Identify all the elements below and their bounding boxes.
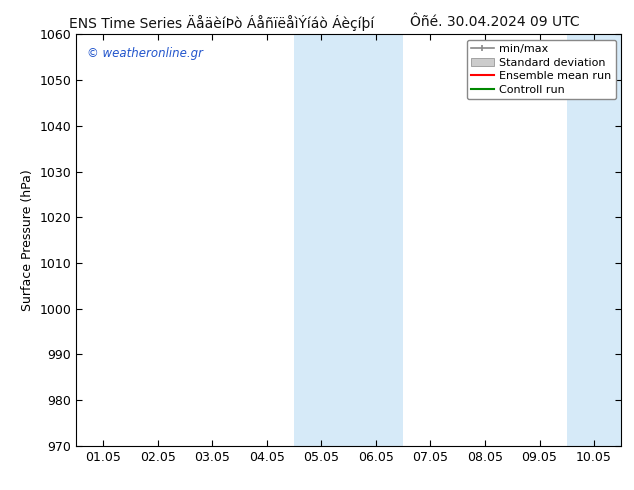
Text: © weatheronline.gr: © weatheronline.gr: [87, 47, 203, 60]
Text: Ôñé. 30.04.2024 09 UTC: Ôñé. 30.04.2024 09 UTC: [410, 15, 579, 29]
Text: ENS Time Series ÄåäèíÞò ÁåñïëåìÝíáò Áèçíþí: ENS Time Series ÄåäèíÞò ÁåñïëåìÝíáò Áèçí…: [69, 15, 375, 31]
Bar: [567, 34, 621, 446]
Legend: min/max, Standard deviation, Ensemble mean run, Controll run: min/max, Standard deviation, Ensemble me…: [467, 40, 616, 99]
Bar: [294, 34, 403, 446]
Y-axis label: Surface Pressure (hPa): Surface Pressure (hPa): [21, 169, 34, 311]
